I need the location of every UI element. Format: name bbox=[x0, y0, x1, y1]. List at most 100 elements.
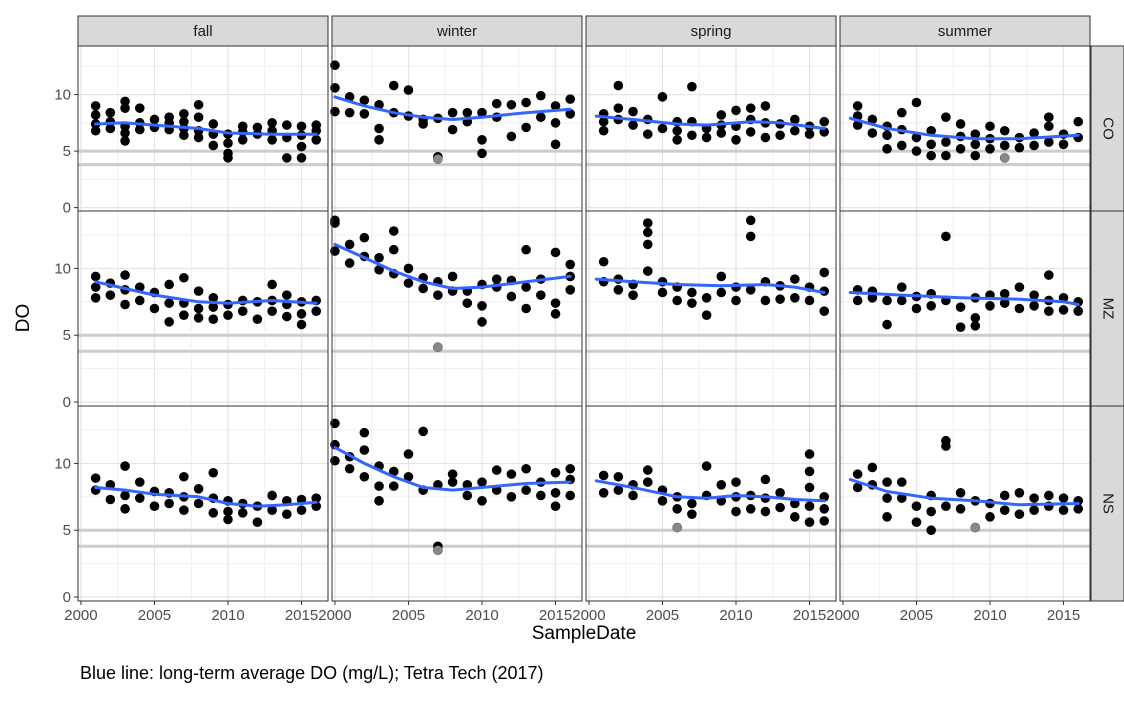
trend-line-CO-fall bbox=[94, 121, 318, 136]
outlier-point bbox=[1000, 153, 1010, 163]
data-point bbox=[867, 114, 878, 125]
trend-line-MZ-fall bbox=[94, 280, 318, 305]
data-point bbox=[1044, 270, 1054, 280]
data-point bbox=[164, 317, 174, 327]
data-point bbox=[731, 135, 741, 145]
data-point bbox=[911, 146, 922, 156]
data-point bbox=[296, 141, 307, 152]
data-point bbox=[911, 303, 922, 314]
data-point bbox=[745, 215, 756, 226]
data-point bbox=[447, 477, 458, 487]
data-point bbox=[790, 293, 800, 303]
trend-line-MZ-winter bbox=[333, 242, 572, 290]
data-point bbox=[804, 449, 815, 459]
data-point bbox=[193, 484, 204, 494]
outlier-point bbox=[433, 545, 443, 555]
data-point bbox=[565, 463, 576, 474]
data-point bbox=[134, 124, 145, 135]
data-point bbox=[731, 105, 741, 116]
data-point bbox=[819, 306, 830, 316]
data-point bbox=[536, 490, 546, 501]
data-point bbox=[462, 298, 473, 308]
data-point bbox=[716, 480, 727, 490]
data-point bbox=[447, 124, 458, 135]
data-point bbox=[208, 119, 219, 129]
data-point bbox=[716, 110, 727, 120]
data-point bbox=[447, 469, 458, 479]
outlier-point bbox=[433, 342, 443, 352]
facet-strip-winter bbox=[331, 15, 583, 47]
data-point bbox=[999, 505, 1010, 515]
data-point bbox=[359, 471, 370, 482]
data-point bbox=[237, 306, 248, 316]
data-point bbox=[598, 125, 609, 136]
data-point bbox=[521, 282, 531, 292]
data-point bbox=[1044, 121, 1054, 132]
data-point bbox=[760, 132, 771, 143]
data-point bbox=[628, 120, 638, 130]
outlier-point bbox=[970, 522, 980, 533]
data-point bbox=[852, 101, 863, 111]
facet-strip-fall bbox=[77, 15, 329, 47]
data-point bbox=[1058, 493, 1069, 503]
data-point bbox=[775, 294, 785, 304]
data-point bbox=[852, 120, 863, 130]
data-point bbox=[926, 506, 936, 517]
data-point bbox=[388, 244, 399, 255]
data-point bbox=[642, 477, 653, 487]
data-point bbox=[955, 504, 966, 514]
data-point bbox=[267, 306, 277, 316]
data-point bbox=[1029, 493, 1039, 503]
data-point bbox=[985, 144, 995, 154]
x-tick-label: 2005 bbox=[900, 607, 933, 624]
data-point bbox=[613, 285, 624, 295]
data-point bbox=[374, 481, 384, 491]
data-point bbox=[433, 290, 443, 300]
data-point bbox=[90, 282, 101, 292]
data-point bbox=[999, 298, 1010, 308]
data-point bbox=[819, 267, 830, 278]
data-point bbox=[223, 148, 233, 159]
data-point bbox=[941, 231, 951, 242]
data-point bbox=[882, 295, 892, 306]
data-point bbox=[790, 125, 800, 136]
data-point bbox=[447, 107, 458, 118]
data-point bbox=[491, 274, 502, 284]
trend-line-NS-fall bbox=[94, 486, 318, 508]
data-point bbox=[657, 287, 668, 298]
data-point bbox=[462, 490, 473, 501]
data-point bbox=[179, 471, 189, 482]
data-point bbox=[550, 298, 561, 308]
data-point bbox=[613, 80, 624, 91]
data-point bbox=[237, 135, 248, 145]
data-point bbox=[882, 493, 892, 503]
x-tick-label: 2010 bbox=[719, 607, 752, 624]
data-point bbox=[804, 501, 815, 511]
data-point bbox=[418, 283, 428, 294]
data-point bbox=[672, 125, 682, 136]
data-point bbox=[311, 135, 322, 145]
data-point bbox=[804, 517, 815, 527]
data-point bbox=[613, 471, 624, 482]
data-point bbox=[536, 90, 546, 101]
data-point bbox=[344, 107, 355, 118]
data-point bbox=[926, 301, 936, 311]
data-point bbox=[687, 130, 697, 141]
data-point bbox=[911, 97, 922, 108]
data-point bbox=[731, 295, 741, 306]
data-point bbox=[193, 112, 204, 122]
data-point bbox=[506, 131, 517, 142]
data-point bbox=[521, 97, 531, 108]
data-point bbox=[521, 303, 531, 314]
data-point bbox=[506, 291, 517, 302]
data-point bbox=[179, 130, 189, 141]
data-point bbox=[120, 96, 130, 107]
data-point bbox=[775, 502, 785, 513]
data-point bbox=[1014, 509, 1025, 519]
data-point bbox=[790, 114, 800, 125]
data-point bbox=[657, 123, 668, 134]
outlier-point bbox=[433, 154, 443, 164]
data-point bbox=[179, 272, 189, 283]
data-point bbox=[896, 477, 907, 487]
data-point bbox=[628, 106, 638, 117]
